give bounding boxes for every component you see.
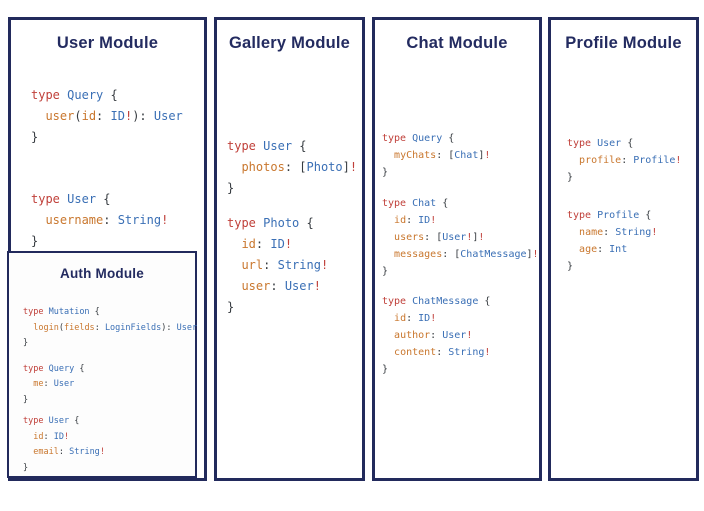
chat-module-title: Chat Module xyxy=(406,34,508,52)
panel-chat-module: Chat Module type Query { myChats: [Chat]… xyxy=(372,17,542,481)
code-line: } xyxy=(382,364,389,375)
code-line: type Chat { xyxy=(382,198,449,209)
code-line: type Photo { xyxy=(227,216,314,230)
code-line: type User { xyxy=(31,192,111,206)
chat-module-query-code: type Query { myChats: [Chat]!} xyxy=(375,130,539,181)
code-line: users: [User!]! xyxy=(394,232,485,243)
code-line: id: ID! xyxy=(241,237,293,251)
code-line: photos: [Photo]! xyxy=(241,160,358,174)
code-line: } xyxy=(227,300,235,314)
profile-module-user-code: type User { profile: Profile!} xyxy=(551,135,696,186)
code-line: messages: [ChatMessage]! xyxy=(394,249,539,260)
code-line: id: ID! xyxy=(394,215,437,226)
code-line: type Query { xyxy=(31,88,118,102)
panel-user-module: User Module type Query { user(id: ID!): … xyxy=(7,17,207,481)
code-line: } xyxy=(382,167,389,178)
code-line: } xyxy=(227,181,235,195)
user-module-query-code: type Query { user(id: ID!): User} xyxy=(11,85,204,148)
code-line: email: String! xyxy=(33,447,105,457)
panel-gallery-module: Gallery Module type User { photos: [Phot… xyxy=(214,17,365,481)
code-line: myChats: [Chat]! xyxy=(394,150,491,161)
code-line: username: String! xyxy=(45,213,169,227)
code-line: type User { xyxy=(227,139,307,153)
code-line: login(fields: LoginFields): User xyxy=(33,322,198,333)
gallery-module-user-code: type User { photos: [Photo]!} xyxy=(217,136,362,199)
code-line: } xyxy=(382,266,389,277)
code-line: id: ID! xyxy=(394,313,437,324)
code-line: type Profile { xyxy=(567,210,652,221)
code-line: } xyxy=(31,130,39,144)
code-line: type ChatMessage { xyxy=(382,296,491,307)
panel-auth-module: Auth Module type Mutation { login(fields… xyxy=(7,251,197,478)
profile-module-profile-code: type Profile { name: String! age: Int} xyxy=(551,207,696,275)
code-line: } xyxy=(23,394,29,405)
user-module-title: User Module xyxy=(56,34,159,52)
code-line: user: User! xyxy=(241,279,321,293)
code-line: me: User xyxy=(33,379,75,389)
code-line: user(id: ID!): User xyxy=(45,109,183,123)
code-line: type Query { xyxy=(23,363,85,374)
auth-module-query-code: type Query { me: User} xyxy=(9,362,195,409)
chat-module-chatmessage-code: type ChatMessage { id: ID! author: User!… xyxy=(375,293,539,378)
profile-module-title: Profile Module xyxy=(565,34,682,52)
panel-profile-module: Profile Module type User { profile: Prof… xyxy=(548,17,699,481)
auth-module-title: Auth Module xyxy=(60,266,144,281)
code-line: } xyxy=(567,261,574,272)
user-module-user-code: type User { username: String!} xyxy=(11,189,204,252)
code-line: type User { xyxy=(23,416,80,426)
code-line: name: String! xyxy=(579,227,658,238)
code-line: } xyxy=(23,462,29,473)
auth-module-user-code: type User { id: ID! email: String!} xyxy=(9,414,195,476)
code-line: type Query { xyxy=(382,133,455,144)
chat-module-chat-code: type Chat { id: ID! users: [User!]! mess… xyxy=(375,195,539,280)
code-line: author: User! xyxy=(394,330,473,341)
code-line: content: String! xyxy=(394,347,491,358)
code-line: age: Int xyxy=(579,244,628,255)
code-line: type Mutation { xyxy=(23,307,100,317)
gallery-module-photo-code: type Photo { id: ID! url: String! user: … xyxy=(217,213,362,318)
auth-module-mutation-code: type Mutation { login(fields: LoginField… xyxy=(9,305,198,352)
code-line: profile: Profile! xyxy=(579,155,682,166)
gallery-module-title: Gallery Module xyxy=(228,34,351,52)
code-line: url: String! xyxy=(241,258,329,272)
code-line: } xyxy=(31,234,39,248)
code-line: } xyxy=(23,338,29,348)
code-line: } xyxy=(567,172,574,183)
code-line: id: ID! xyxy=(33,431,70,442)
code-line: type User { xyxy=(567,138,634,149)
